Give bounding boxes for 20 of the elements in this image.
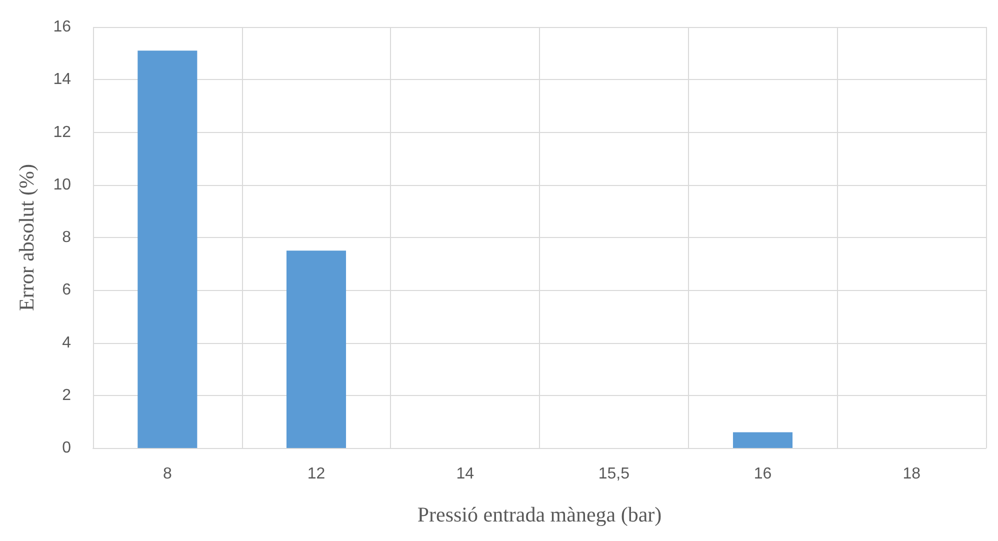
y-tick-label: 12 <box>53 124 72 141</box>
bar <box>138 50 198 448</box>
y-tick-label: 16 <box>53 18 72 36</box>
x-tick-label: 8 <box>162 466 172 482</box>
x-tick-label: 14 <box>456 466 474 482</box>
y-tick-label: 2 <box>62 386 72 404</box>
y-tick-label: 0 <box>62 440 72 456</box>
x-tick-label: 15,5 <box>598 466 630 482</box>
x-tick-label: 16 <box>754 466 772 482</box>
y-tick-label: 14 <box>53 71 72 88</box>
bar <box>732 432 793 448</box>
bar <box>286 250 346 448</box>
x-axis-title: Pressió entrada mànega (bar) <box>417 502 662 526</box>
y-tick-label: 8 <box>62 229 72 246</box>
x-tick-label: 18 <box>902 466 921 482</box>
y-tick-label: 10 <box>53 176 72 194</box>
y-tick-label: 4 <box>62 334 72 352</box>
y-axis-title: Error absolut (%) <box>14 164 38 311</box>
x-tick-label: 12 <box>307 466 326 482</box>
y-tick-label: 6 <box>62 282 72 299</box>
